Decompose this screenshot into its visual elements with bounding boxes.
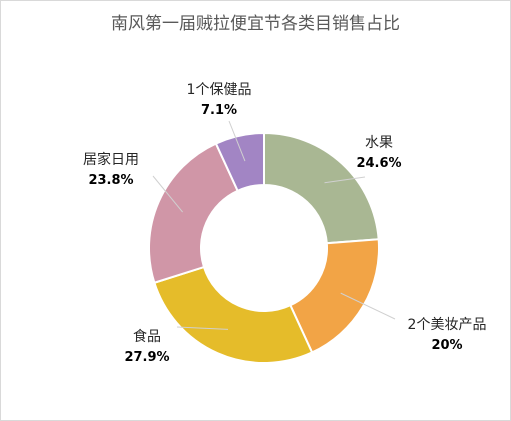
slice-label-name-4: 1个保健品 <box>187 82 252 98</box>
slice-label-name-2: 食品 <box>133 328 161 345</box>
leader-line-1 <box>340 292 396 320</box>
donut-slice-3 <box>148 142 239 284</box>
donut-slice-0 <box>263 131 380 245</box>
slice-label-value-4: 7.1% <box>201 103 237 118</box>
slice-label-value-1: 20% <box>431 338 462 353</box>
slice-label-value-3: 23.8% <box>88 173 133 188</box>
slice-label-name-0: 水果 <box>365 135 393 151</box>
donut-slice-2 <box>153 265 314 364</box>
chart-title: 南风第一届贼拉便宜节各类目销售占比 <box>111 14 400 34</box>
leader-line-4 <box>228 120 246 162</box>
leader-line-3 <box>152 175 183 213</box>
slice-label-name-3: 居家日用 <box>83 151 139 168</box>
donut-slice-4 <box>214 131 265 193</box>
leader-line-2 <box>176 326 229 330</box>
slice-label-name-1: 2个美妆产品 <box>408 317 487 333</box>
slice-label-value-2: 27.9% <box>124 350 169 365</box>
leader-line-0 <box>324 176 366 184</box>
slice-label-value-0: 24.6% <box>356 156 401 171</box>
